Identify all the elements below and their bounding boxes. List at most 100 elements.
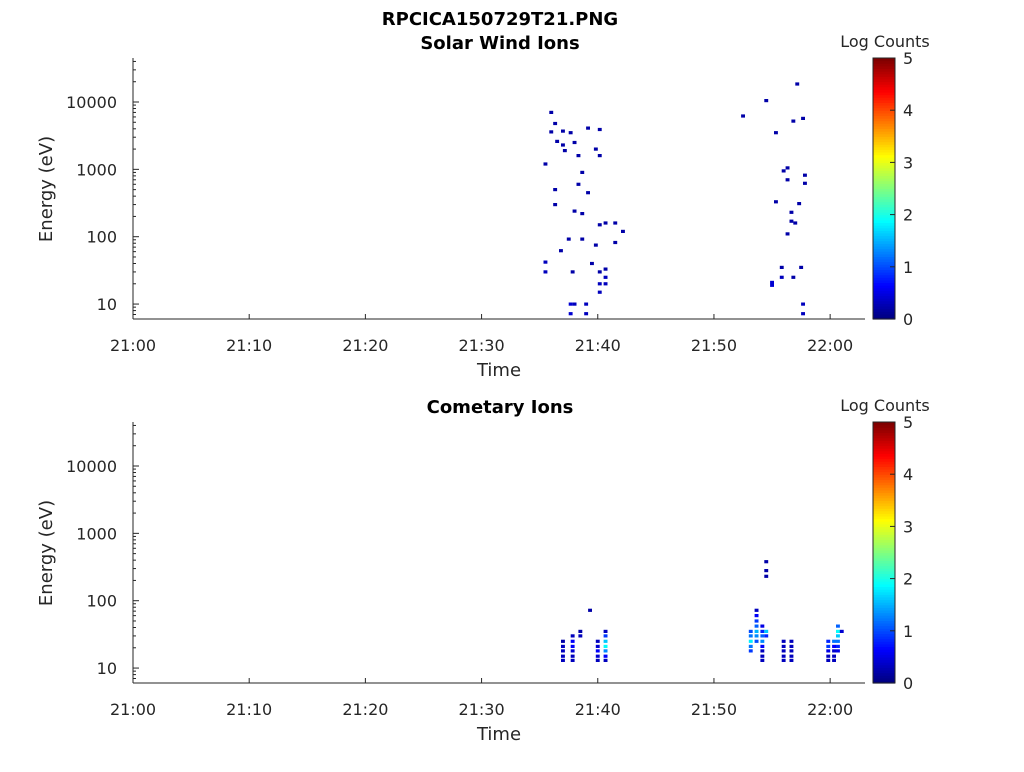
heatmap-cell (791, 275, 796, 279)
heatmap-cell (754, 614, 759, 618)
heatmap-cell (826, 649, 831, 653)
colorbar-segment (873, 282, 895, 286)
heatmap-cell (754, 639, 759, 643)
heatmap-cell (789, 649, 794, 653)
heatmap-cell (781, 649, 786, 653)
x-tick-label: 21:50 (691, 700, 737, 719)
panel-solar-wind-ions: Solar Wind Ions Log Counts Time Energy (… (36, 32, 930, 381)
heatmap-cell (764, 560, 769, 564)
heatmap-cell (826, 658, 831, 662)
colorbar-segment (873, 555, 895, 559)
y-tick-label: 10000 (66, 93, 117, 112)
colorbar-segment (873, 489, 895, 494)
heatmap-cell (561, 658, 565, 662)
colorbar-segment (873, 604, 895, 608)
colorbar-tick-label: 4 (903, 101, 913, 120)
colorbar-segment (873, 238, 895, 242)
colorbar-segment (873, 463, 895, 467)
colorbar-segment (873, 313, 895, 317)
x-tick-label: 21:40 (575, 336, 621, 355)
x-axis-label: Time (476, 360, 521, 381)
heatmap-cell (779, 275, 784, 279)
colorbar-segment (873, 607, 895, 611)
colorbar-segment (873, 305, 895, 310)
heatmap-cell (593, 243, 598, 247)
heatmap-cell (789, 654, 794, 658)
colorbar-segment (873, 214, 895, 218)
colorbar-segment (873, 295, 895, 299)
colorbar-segment (873, 547, 895, 551)
heatmap-cell (561, 654, 565, 658)
heatmap-cell (764, 634, 769, 638)
heatmap-cell (578, 634, 583, 638)
colorbar-segment (873, 568, 895, 572)
heatmap-cell (754, 608, 759, 612)
x-tick-label: 21:40 (575, 700, 621, 719)
heatmap-cell (561, 644, 565, 648)
heatmap-cell (613, 221, 618, 225)
heatmap-cell (553, 203, 558, 207)
heatmap-cell (836, 649, 840, 653)
heatmap-cell (748, 639, 753, 643)
colorbar-tick-label: 5 (903, 49, 913, 68)
heatmap-cell (754, 634, 759, 638)
colorbar-segment (873, 474, 895, 478)
colorbar-segment (873, 487, 895, 491)
heatmap-cell (801, 116, 805, 120)
colorbar-segment (873, 102, 895, 106)
heatmap-cell (603, 221, 608, 225)
heatmap-cell (781, 644, 786, 648)
heatmap-cell (543, 260, 548, 264)
colorbar-segment (873, 285, 895, 289)
heatmap-cell (584, 312, 589, 316)
colorbar-segment (873, 144, 895, 148)
colorbar-segment (873, 266, 895, 271)
heatmap-cell (789, 219, 794, 223)
colorbar-segment (873, 531, 895, 535)
heatmap-cell (789, 644, 794, 648)
colorbar-segment (873, 667, 895, 671)
heatmap-cell (576, 154, 581, 158)
colorbar-segment (873, 248, 895, 252)
colorbar-segment (873, 154, 895, 158)
colorbar-segment (873, 63, 895, 67)
colorbar-segment (873, 115, 895, 119)
colorbar-segment (873, 204, 895, 208)
heatmap-cell (785, 166, 790, 170)
colorbar-segment (873, 191, 895, 195)
colorbar-segment (873, 240, 895, 244)
colorbar-segment (873, 149, 895, 153)
heatmap-cell (595, 649, 600, 653)
colorbar-segment (873, 609, 895, 614)
colorbar-segment (873, 84, 895, 88)
colorbar-segment (873, 573, 895, 577)
heatmap-cell (597, 223, 602, 227)
colorbar-segment (873, 133, 895, 137)
colorbar-segment (873, 654, 895, 658)
colorbar-segment (873, 636, 895, 640)
colorbar-segment (873, 675, 895, 679)
heatmap-cell (561, 143, 565, 147)
colorbar-segment (873, 427, 895, 431)
colorbar-segment (873, 175, 895, 179)
colorbar-segment (873, 680, 895, 684)
colorbar-segment (873, 131, 895, 135)
heatmap-cell (826, 644, 831, 648)
colorbar-segment (873, 94, 895, 98)
colorbar-segment (873, 245, 895, 250)
heatmap-cell (781, 658, 786, 662)
colorbar-segment (873, 97, 895, 101)
x-tick-label: 21:20 (342, 700, 388, 719)
colorbar-segment (873, 549, 895, 554)
y-tick-label: 100 (86, 592, 117, 611)
colorbar-segment (873, 225, 895, 229)
heatmap-cell (570, 639, 575, 643)
heatmap-cell (764, 569, 769, 573)
x-tick-label: 21:30 (459, 700, 505, 719)
heatmap-cell (754, 619, 759, 623)
heatmap-cell (741, 114, 745, 118)
heatmap-cell (593, 147, 598, 151)
heatmap-cell (781, 169, 786, 173)
colorbar-segment (873, 622, 895, 627)
